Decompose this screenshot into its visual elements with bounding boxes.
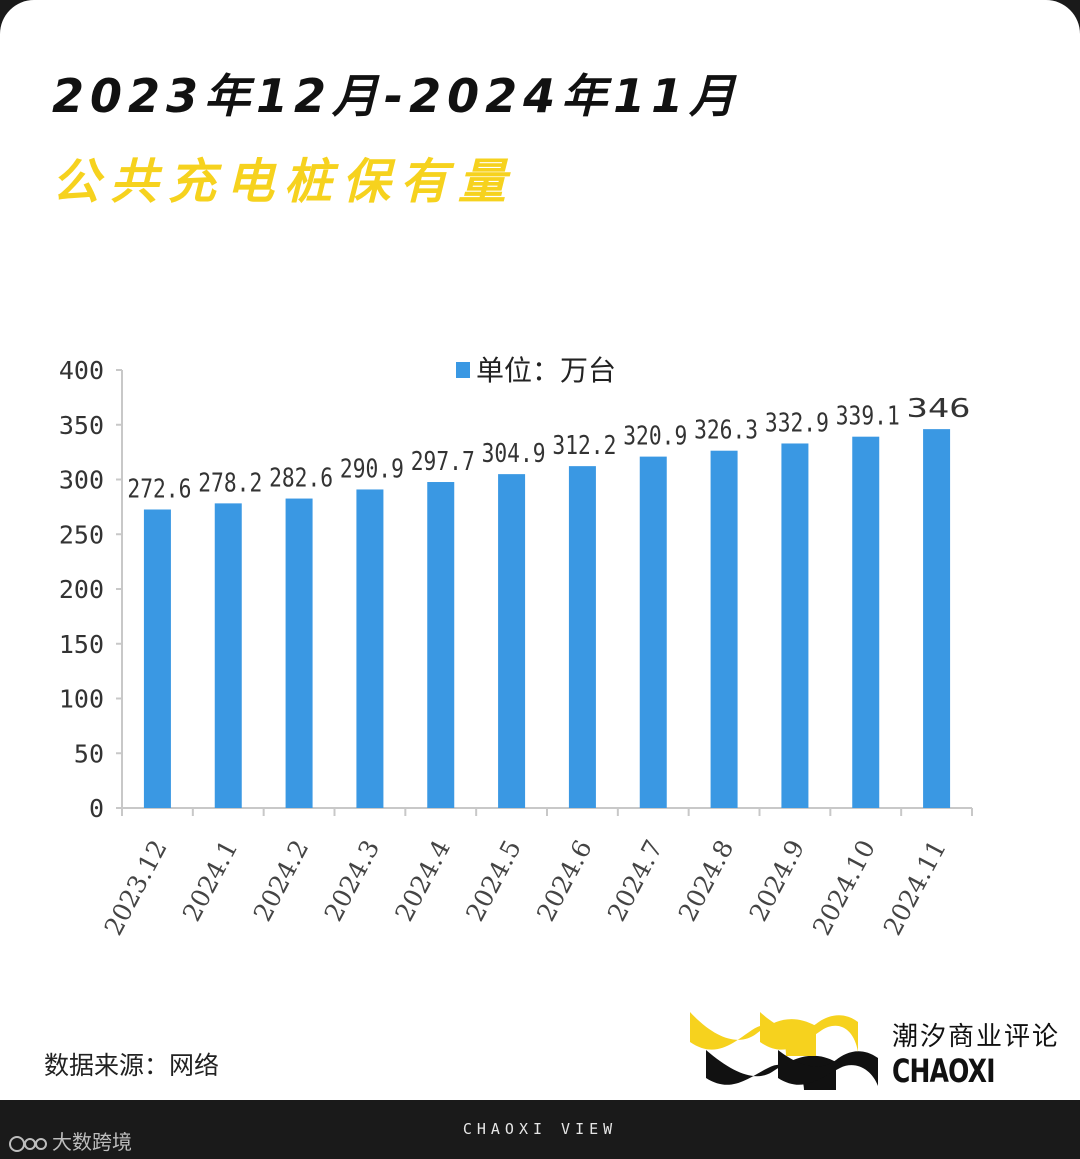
y-tick-label: 400 (59, 356, 104, 385)
bar (498, 474, 526, 808)
y-tick-label: 100 (59, 685, 104, 714)
y-tick-label: 200 (59, 575, 104, 604)
page-title: 2023年12月-2024年11月 (52, 69, 742, 123)
bar (214, 503, 242, 808)
data-label: 272.6 (127, 475, 191, 505)
data-label: 282.6 (269, 464, 333, 494)
bar (568, 466, 596, 808)
footer-brand-text: CHAOXI VIEW (462, 1120, 618, 1138)
page-subtitle: 公共充电桩保有量 (52, 154, 517, 210)
data-label: 297.7 (411, 447, 475, 477)
x-tick-label: 2023.12 (99, 835, 173, 940)
bar (781, 443, 809, 808)
data-source-label: 数据来源： (44, 1051, 170, 1080)
y-tick-label: 0 (89, 794, 104, 823)
x-tick-label: 2024.7 (602, 835, 669, 926)
bar (710, 450, 738, 808)
watermark-text: 大数跨境 (52, 1130, 132, 1154)
data-label: 278.2 (198, 468, 262, 498)
brand-name-en: CHAOXI (892, 1052, 995, 1090)
data-label: 320.9 (623, 422, 687, 452)
data-source: 数据来源：网络 (44, 1046, 219, 1082)
bar (852, 436, 880, 808)
data-label: 339.1 (836, 402, 900, 432)
data-source-value: 网络 (169, 1051, 220, 1080)
y-tick-label: 250 (59, 520, 104, 549)
x-tick-label: 2024.3 (319, 835, 386, 926)
y-tick-label: 50 (74, 739, 104, 768)
bar (143, 509, 171, 808)
data-label: 304.9 (482, 439, 546, 469)
x-tick-label: 2024.6 (531, 835, 598, 926)
bar (285, 498, 313, 808)
footer-bar: CHAOXI VIEW (0, 1100, 1080, 1159)
data-label: 312.2 (552, 431, 616, 461)
bar (923, 429, 951, 808)
data-label: 290.9 (340, 454, 404, 484)
x-tick-label: 2024.10 (807, 835, 881, 940)
x-tick-label: 2024.8 (673, 835, 740, 926)
x-tick-label: 2024.5 (460, 835, 527, 926)
y-tick-label: 350 (59, 411, 104, 440)
legend-label: 单位：万台 (476, 354, 616, 387)
data-label: 346 (907, 394, 971, 424)
y-tick-label: 300 (59, 466, 104, 495)
x-tick-label: 2024.1 (177, 835, 244, 926)
x-tick-label: 2024.4 (389, 835, 456, 926)
bar (639, 456, 667, 808)
watermark: 大数跨境 (8, 1126, 132, 1155)
y-tick-label: 150 (59, 630, 104, 659)
bar (356, 489, 384, 808)
poster-card: 2023年12月-2024年11月 公共充电桩保有量 0 50 100 150 200 2… (0, 0, 1080, 1100)
dashu-logo-icon (9, 1135, 47, 1152)
x-tick-label: 2024.2 (248, 835, 315, 926)
data-label: 326.3 (694, 416, 758, 446)
x-tick-label: 2024.11 (878, 835, 952, 940)
chaoxi-wave-logo (690, 1012, 878, 1090)
x-tick-label: 2024.9 (744, 835, 811, 926)
bar (427, 482, 455, 808)
legend-swatch (456, 362, 470, 378)
data-label: 332.9 (765, 408, 829, 438)
brand-name-cn: 潮汐商业评论 (892, 1022, 1061, 1052)
bar-chart: 0 50 100 150 200 250 300 350 400 272.6 2023.12 278.… (59, 354, 973, 940)
